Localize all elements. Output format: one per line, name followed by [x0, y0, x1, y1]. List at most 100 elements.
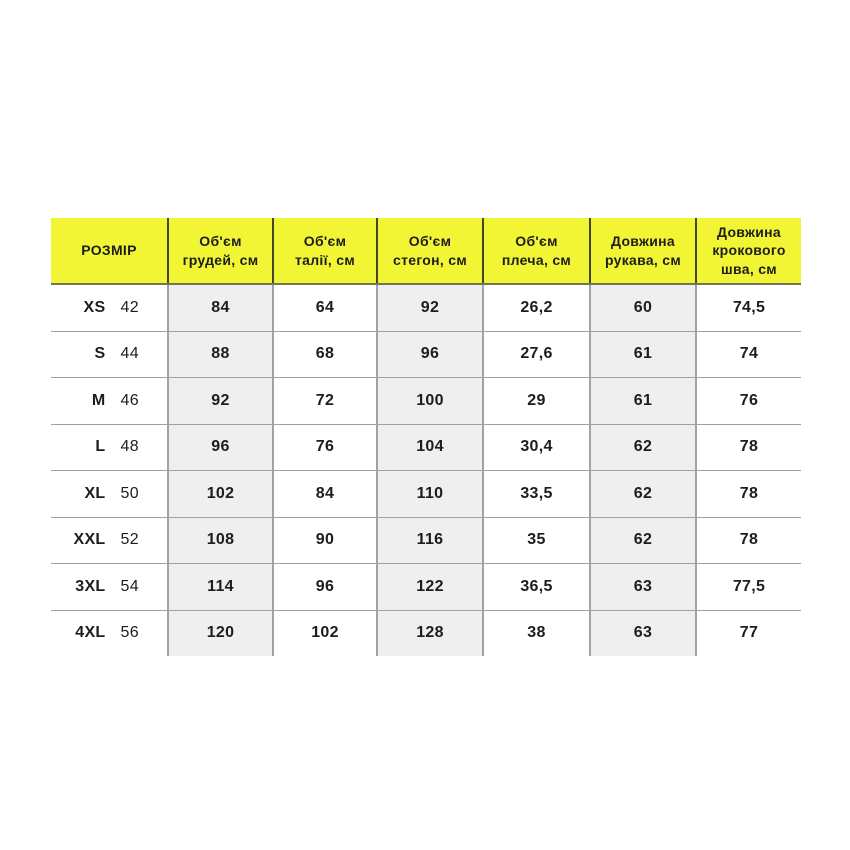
measurement-cell: 110 [377, 470, 484, 517]
measurement-cell: 108 [168, 516, 274, 564]
size-cell-inner: L 48 [52, 438, 166, 456]
measurement-cell: 27,6 [483, 330, 591, 378]
header-cell-sleeve: Довжина рукава, см [590, 218, 697, 285]
measurement-cell: 92 [168, 377, 274, 424]
size-code: S [94, 345, 106, 363]
measurement-cell: 30,4 [483, 423, 591, 471]
table-row-m: M 46 92 72 100 29 61 76 [51, 377, 801, 424]
measurement-cell: 72 [273, 377, 378, 424]
size-code: XXL [73, 531, 106, 549]
size-cell: M 46 [51, 377, 169, 424]
measurement-cell: 77 [696, 609, 801, 656]
measurement-cell: 63 [590, 563, 697, 610]
table-row-xl: XL 50 102 84 110 33,5 62 78 [51, 470, 801, 517]
measurement-cell: 102 [273, 609, 378, 656]
measurement-cell: 68 [273, 330, 378, 378]
size-code: XL [84, 484, 106, 502]
size-cell: XXL 52 [51, 516, 169, 564]
measurement-cell: 92 [377, 284, 484, 331]
size-number: 52 [120, 531, 139, 549]
size-code: 3XL [75, 577, 106, 595]
measurement-cell: 60 [590, 284, 697, 331]
size-number: 44 [120, 345, 139, 363]
size-cell-inner: M 46 [52, 392, 166, 410]
size-cell: 3XL 54 [51, 563, 169, 610]
table-row-l: L 48 96 76 104 30,4 62 78 [51, 423, 801, 471]
measurement-cell: 96 [168, 423, 274, 471]
measurement-cell: 64 [273, 284, 378, 331]
size-cell: XS 42 [51, 284, 169, 331]
size-cell-inner: 3XL 54 [52, 578, 166, 596]
measurement-cell: 61 [590, 330, 697, 378]
size-number: 42 [120, 298, 139, 316]
size-code: XS [83, 298, 106, 316]
table-header: РОЗМІР Об'єм грудей, см Об'єм талії, см … [51, 218, 801, 285]
measurement-cell: 38 [483, 609, 591, 656]
measurement-cell: 26,2 [483, 284, 591, 331]
measurement-cell: 62 [590, 470, 697, 517]
measurement-cell: 122 [377, 563, 484, 610]
size-cell-inner: XL 50 [52, 485, 166, 503]
size-number: 46 [120, 391, 139, 409]
measurement-cell: 76 [273, 423, 378, 471]
size-chart-table: РОЗМІР Об'єм грудей, см Об'єм талії, см … [51, 218, 801, 656]
size-cell-inner: 4XL 56 [52, 624, 166, 642]
table-body: XS 42 84 64 92 26,2 60 74,5 S 44 [51, 284, 801, 656]
measurement-cell: 33,5 [483, 470, 591, 517]
measurement-cell: 62 [590, 516, 697, 564]
size-cell-inner: XXL 52 [52, 531, 166, 549]
table-row-s: S 44 88 68 96 27,6 61 74 [51, 330, 801, 378]
measurement-cell: 78 [696, 423, 801, 471]
measurement-cell: 77,5 [696, 563, 801, 610]
measurement-cell: 84 [168, 284, 274, 331]
measurement-cell: 74,5 [696, 284, 801, 331]
measurement-cell: 61 [590, 377, 697, 424]
header-cell-waist: Об'єм талії, см [273, 218, 378, 285]
measurement-cell: 76 [696, 377, 801, 424]
size-cell-inner: S 44 [52, 345, 166, 363]
size-cell: 4XL 56 [51, 609, 169, 656]
measurement-cell: 35 [483, 516, 591, 564]
header-cell-chest: Об'єм грудей, см [168, 218, 274, 285]
size-code: M [91, 391, 106, 409]
header-cell-inseam: Довжина крокового шва, см [696, 218, 801, 285]
table-row-xxl: XXL 52 108 90 116 35 62 78 [51, 516, 801, 564]
size-number: 50 [120, 484, 139, 502]
size-number: 54 [120, 577, 139, 595]
header-row: РОЗМІР Об'єм грудей, см Об'єм талії, см … [51, 218, 801, 285]
header-cell-size: РОЗМІР [51, 218, 169, 285]
measurement-cell: 96 [377, 330, 484, 378]
measurement-cell: 96 [273, 563, 378, 610]
measurement-cell: 62 [590, 423, 697, 471]
size-number: 56 [120, 624, 139, 642]
table-row-xs: XS 42 84 64 92 26,2 60 74,5 [51, 284, 801, 331]
size-code: L [95, 438, 106, 456]
measurement-cell: 120 [168, 609, 274, 656]
size-number: 48 [120, 438, 139, 456]
measurement-cell: 63 [590, 609, 697, 656]
measurement-cell: 104 [377, 423, 484, 471]
measurement-cell: 78 [696, 516, 801, 564]
measurement-cell: 88 [168, 330, 274, 378]
measurement-cell: 116 [377, 516, 484, 564]
table-row-3xl: 3XL 54 114 96 122 36,5 63 77,5 [51, 563, 801, 610]
measurement-cell: 114 [168, 563, 274, 610]
measurement-cell: 29 [483, 377, 591, 424]
size-cell-inner: XS 42 [52, 299, 166, 317]
measurement-cell: 90 [273, 516, 378, 564]
size-chart: РОЗМІР Об'єм грудей, см Об'єм талії, см … [51, 218, 801, 656]
header-cell-hips: Об'єм стегон, см [377, 218, 484, 285]
size-cell: XL 50 [51, 470, 169, 517]
size-cell: L 48 [51, 423, 169, 471]
measurement-cell: 74 [696, 330, 801, 378]
header-cell-shoulder: Об'єм плеча, см [483, 218, 591, 285]
table-row-4xl: 4XL 56 120 102 128 38 63 77 [51, 609, 801, 656]
size-code: 4XL [75, 624, 106, 642]
size-cell: S 44 [51, 330, 169, 378]
measurement-cell: 84 [273, 470, 378, 517]
measurement-cell: 128 [377, 609, 484, 656]
measurement-cell: 102 [168, 470, 274, 517]
measurement-cell: 100 [377, 377, 484, 424]
measurement-cell: 78 [696, 470, 801, 517]
